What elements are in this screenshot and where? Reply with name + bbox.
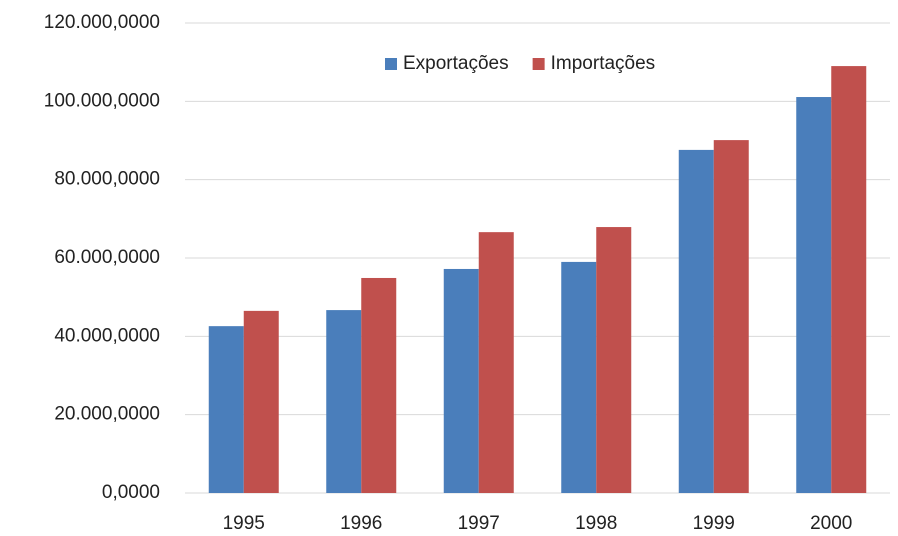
bar [443, 268, 479, 493]
legend-label: Importações [551, 53, 656, 74]
x-tick-label: 1999 [693, 513, 735, 534]
y-tick-label: 20.000,0000 [54, 404, 160, 425]
bar [713, 140, 749, 493]
bar [596, 227, 632, 493]
legend-label: Exportações [403, 53, 509, 74]
legend-swatch [532, 58, 545, 70]
x-tick-label: 1997 [458, 513, 500, 534]
y-tick-label: 100.000,0000 [44, 90, 160, 111]
x-tick-label: 1996 [340, 513, 382, 534]
bar [243, 310, 279, 493]
x-tick-label: 2000 [810, 513, 852, 534]
y-tick-label: 120.000,0000 [44, 12, 160, 33]
x-tick-label: 1995 [223, 513, 265, 534]
bar [326, 310, 362, 493]
y-tick-label: 60.000,0000 [54, 247, 160, 268]
y-tick-label: 80.000,0000 [54, 169, 160, 190]
y-tick-label: 40.000,0000 [54, 325, 160, 346]
bar [561, 261, 597, 493]
legend-swatch [385, 58, 397, 70]
y-tick-label: 0,0000 [102, 482, 160, 503]
bar [361, 277, 397, 493]
bar [208, 326, 244, 493]
bar [678, 149, 714, 493]
bar [796, 97, 832, 494]
x-tick-label: 1998 [575, 513, 617, 534]
bar [831, 66, 867, 493]
bar [478, 232, 514, 493]
